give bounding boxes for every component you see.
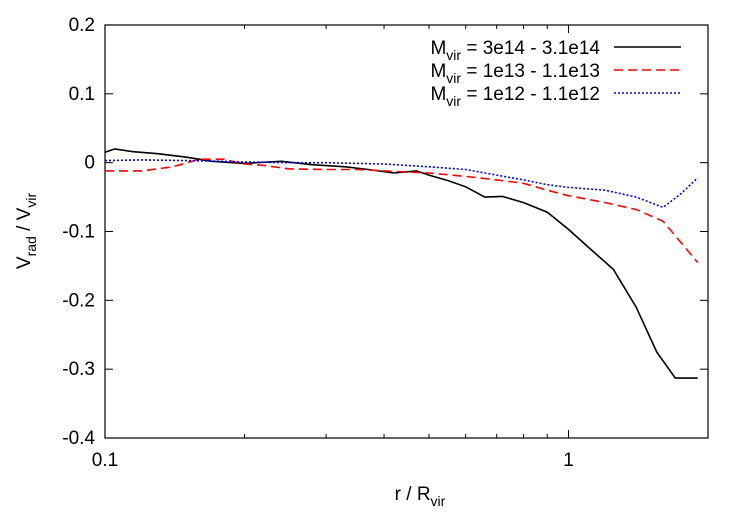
plot-frame [104, 24, 709, 439]
y-tick-label: 0.1 [69, 84, 95, 105]
series-line-0 [104, 148, 698, 379]
series-line-1 [105, 158, 699, 264]
legend-label-2: Mvir = 1e12 - 1.1e12 [430, 84, 600, 109]
series-line-2 [104, 159, 699, 209]
y-tick-label: -0.4 [62, 428, 95, 449]
y-axis-label: Vrad / Vvir [14, 193, 39, 270]
x-axis-label: r / Rvir [395, 484, 446, 509]
y-tick-label: -0.2 [62, 290, 95, 311]
y-tick-label: -0.3 [62, 359, 95, 380]
y-tick-label: -0.1 [62, 222, 95, 243]
y-tick-label: 0.2 [69, 15, 95, 36]
series-layer [104, 148, 699, 379]
x-tick-label: 0.1 [92, 450, 118, 471]
legend: Mvir = 3e14 - 3.1e14 Mvir = 1e13 - 1.1e1… [430, 38, 681, 109]
legend-label-0: Mvir = 3e14 - 3.1e14 [430, 38, 600, 63]
x-tick-label: 1 [563, 450, 574, 471]
legend-label-1: Mvir = 1e13 - 1.1e13 [430, 61, 600, 86]
axis-ticks: 0.20.10-0.1-0.2-0.3-0.40.1 1 [62, 15, 709, 471]
y-tick-label: 0 [84, 153, 95, 174]
